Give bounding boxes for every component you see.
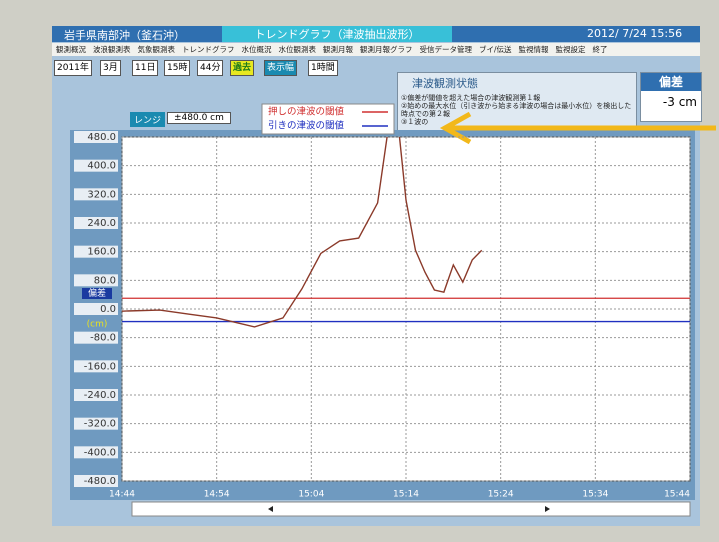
chart: 480.0 400.0 320.0 240.0 160.0 80.0 0.0 -80.0 -16… <box>0 0 719 542</box>
y-axis-unit: (cm) <box>87 320 108 330</box>
x-tick-label: 15:14 <box>393 490 419 500</box>
x-tick-label: 15:04 <box>298 490 324 500</box>
y-tick-label: 80.0 <box>94 275 116 286</box>
y-tick-label: 240.0 <box>87 218 116 229</box>
y-tick-label: -400.0 <box>84 447 116 458</box>
y-tick-label: 400.0 <box>87 161 116 172</box>
legend-label: 引きの津波の閾値 <box>268 120 345 132</box>
y-tick-label: 320.0 <box>87 189 116 200</box>
y-tick-label: -160.0 <box>84 361 116 372</box>
y-tick-label: -240.0 <box>84 390 116 401</box>
x-tick-label: 15:34 <box>582 490 608 500</box>
y-tick-label: 0.0 <box>100 304 116 315</box>
x-tick-label: 14:44 <box>109 490 135 500</box>
y-tick-label: 160.0 <box>87 247 116 258</box>
scrollbar[interactable] <box>132 502 690 516</box>
y-tick-label: -480.0 <box>84 476 116 487</box>
y-tick-label: -320.0 <box>84 419 116 430</box>
y-axis-label: 偏差 <box>88 287 106 299</box>
y-tick-label: -80.0 <box>90 333 116 344</box>
x-tick-label: 15:44 <box>664 490 690 500</box>
page: {"header": {"location": "岩手県南部沖（釜石沖）", "… <box>0 0 719 542</box>
x-tick-label: 15:24 <box>488 490 514 500</box>
x-tick-label: 14:54 <box>204 490 230 500</box>
legend-label: 押しの津波の閾値 <box>268 106 345 118</box>
y-tick-label: 480.0 <box>87 132 116 143</box>
